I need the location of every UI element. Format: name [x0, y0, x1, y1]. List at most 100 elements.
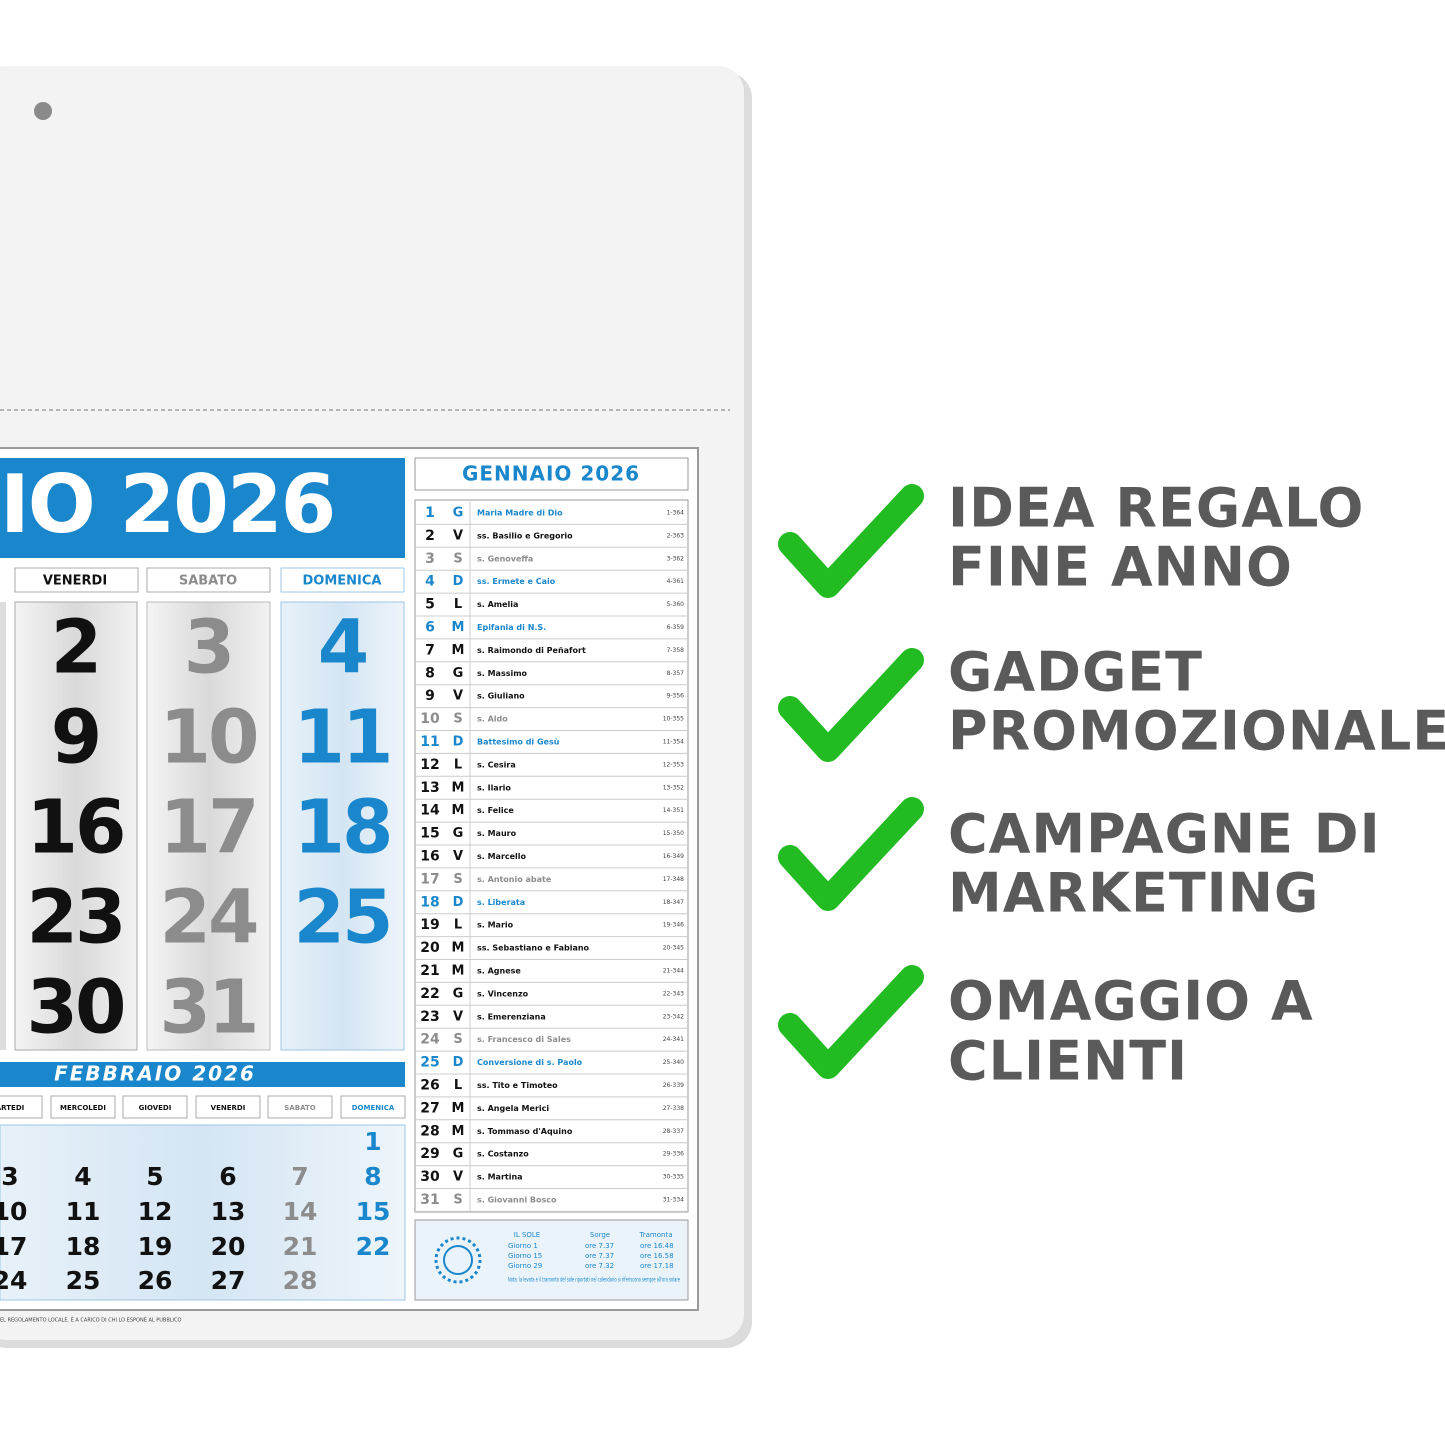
list-weekday: S — [453, 551, 462, 566]
list-weekday: M — [452, 620, 465, 635]
big-day: 24 — [160, 875, 257, 961]
hole — [34, 102, 52, 120]
feb-day: 10 — [0, 1197, 27, 1226]
list-day: 26 — [420, 1078, 439, 1094]
checkmark — [778, 965, 924, 1079]
feature-text: MARKETING — [948, 862, 1319, 925]
feb-day: 17 — [0, 1232, 27, 1261]
list-dayofyear: 20-345 — [663, 945, 684, 952]
feb-day: 12 — [138, 1197, 173, 1226]
list-weekday: L — [454, 597, 462, 612]
list-dayofyear: 30-335 — [663, 1174, 684, 1181]
sun-cell: ore 16.48 — [640, 1242, 674, 1250]
list-saint: s. Massimo — [477, 669, 528, 678]
list-weekday: S — [453, 1193, 462, 1208]
list-weekday: S — [453, 712, 462, 727]
header-tab — [280, 567, 405, 593]
list-saint: s. Amelia — [477, 600, 518, 609]
list-day: 18 — [420, 894, 439, 910]
big-day: 31 — [160, 965, 257, 1051]
list-day: 27 — [420, 1100, 439, 1116]
feb-day: 22 — [356, 1232, 391, 1261]
list-saint: ss. Sebastiano e Fabiano — [477, 944, 590, 953]
list-saint: s. Antonio abate — [477, 875, 552, 884]
list-dayofyear: 3-362 — [667, 555, 685, 562]
column-panel — [146, 601, 271, 1051]
big-day: 2 — [51, 605, 100, 691]
list-weekday: M — [452, 964, 465, 979]
feb-day: 8 — [364, 1162, 381, 1191]
feb-day: 6 — [219, 1162, 236, 1191]
list-weekday: M — [452, 643, 465, 658]
list-day: 31 — [420, 1192, 439, 1208]
list-weekday: S — [453, 872, 462, 887]
big-day: 16 — [27, 785, 124, 871]
list-weekday: L — [454, 918, 462, 933]
feb-day: 27 — [211, 1266, 246, 1295]
sun-icon — [443, 1245, 473, 1275]
list-dayofyear: 15-350 — [663, 830, 684, 837]
list-day: 29 — [420, 1146, 439, 1162]
list-day: 6 — [425, 620, 435, 636]
feb-day: 1 — [364, 1127, 381, 1156]
list-day: 8 — [425, 665, 435, 681]
feb-day: 13 — [211, 1197, 246, 1226]
big-day: 18 — [294, 785, 391, 871]
list-dayofyear: 4-361 — [667, 578, 685, 585]
list-saint: ss. Tito e Timoteo — [477, 1081, 558, 1090]
list-weekday: L — [454, 1078, 462, 1093]
list-weekday: D — [453, 574, 464, 589]
list-weekday: S — [453, 1032, 462, 1047]
list-saint: s. Giuliano — [477, 692, 525, 701]
list-saint: s. Agnese — [477, 967, 521, 976]
feb-banner — [0, 1062, 405, 1087]
list-day: 12 — [420, 757, 439, 773]
sun-cell: Giorno 15 — [508, 1252, 542, 1260]
list-weekday: M — [452, 941, 465, 956]
feb-day: 21 — [283, 1232, 318, 1261]
list-dayofyear: 21-344 — [663, 968, 684, 975]
list-saint: Epifania di N.S. — [477, 623, 546, 632]
checkmark — [778, 797, 924, 911]
list-saint: s. Cesira — [477, 760, 516, 769]
list-day: 15 — [420, 826, 439, 842]
feb-day: 18 — [66, 1232, 101, 1261]
list-day: 20 — [420, 940, 440, 956]
list-day: 28 — [420, 1123, 439, 1139]
list-dayofyear: 17-348 — [663, 876, 684, 883]
list-day: 13 — [420, 780, 439, 796]
list-weekday: D — [453, 895, 464, 910]
big-day: 30 — [27, 965, 124, 1051]
list-dayofyear: 26-339 — [663, 1082, 684, 1089]
sun-box — [414, 1219, 689, 1301]
list-day: 16 — [420, 849, 439, 865]
sun-cell: ore 7.32 — [585, 1262, 614, 1270]
list-weekday: V — [453, 1170, 463, 1185]
sun-cell: Giorno 1 — [508, 1242, 538, 1250]
feature-text: CLIENTI — [948, 1030, 1188, 1093]
list-saint: s. Ilario — [477, 783, 511, 792]
feb-weekday: ARTEDI — [0, 1104, 24, 1112]
feb-header-tab — [50, 1095, 116, 1119]
feb-header-tab — [267, 1095, 333, 1119]
list-saint: s. Martina — [477, 1173, 523, 1182]
list-dayofyear: 6-359 — [667, 624, 685, 631]
month-title: IO 2026 — [0, 458, 334, 551]
feb-panel — [0, 1124, 406, 1301]
list-dayofyear: 7-358 — [667, 647, 685, 654]
list-weekday: V — [453, 528, 463, 543]
list-day: 19 — [420, 917, 439, 933]
list-day: 10 — [420, 711, 440, 727]
list-weekday: G — [453, 506, 464, 521]
sun-set: Tramonta — [639, 1231, 673, 1239]
feb-day: 20 — [211, 1232, 246, 1261]
list-dayofyear: 5-360 — [667, 601, 685, 608]
list-dayofyear: 28-337 — [663, 1128, 684, 1135]
list-dayofyear: 12-353 — [663, 761, 684, 768]
list-weekday: D — [453, 1055, 464, 1070]
list-dayofyear: 8-357 — [667, 670, 685, 677]
list-weekday: D — [453, 735, 464, 750]
list-dayofyear: 1-364 — [667, 510, 685, 517]
month-banner — [0, 458, 405, 558]
